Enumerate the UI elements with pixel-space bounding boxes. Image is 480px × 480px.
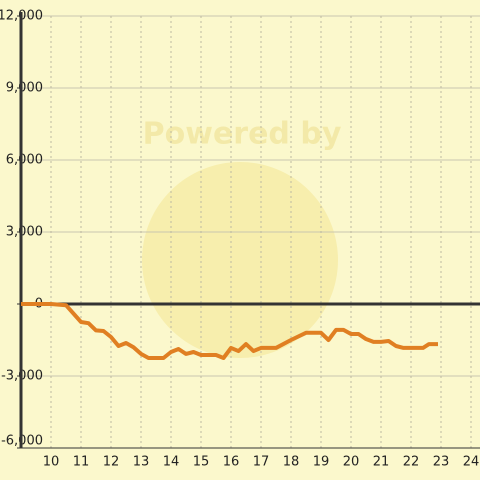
line bbox=[21, 302, 438, 360]
x-tick-label: 11 bbox=[73, 455, 90, 470]
x-tick-label: 23 bbox=[433, 455, 450, 470]
x-tick-label: 17 bbox=[253, 455, 270, 470]
y-tick-label: 6,000 bbox=[6, 153, 43, 168]
watermark: Powered by bbox=[143, 117, 342, 152]
x-tick-label: 15 bbox=[193, 455, 210, 470]
x-tick-label: 14 bbox=[163, 455, 180, 470]
x-tick-label: 18 bbox=[283, 455, 300, 470]
x-tick-label: 19 bbox=[313, 455, 330, 470]
watermark-logo bbox=[142, 162, 338, 358]
y-tick-label: 3,000 bbox=[6, 225, 43, 240]
x-tick-label: 21 bbox=[373, 455, 390, 470]
x-tick-label: 10 bbox=[43, 455, 60, 470]
y-tick-label: 9,000 bbox=[6, 81, 43, 96]
x-tick-label: 24 bbox=[463, 455, 480, 470]
x-tick-label: 22 bbox=[403, 455, 420, 470]
x-tick-label: 13 bbox=[133, 455, 150, 470]
x-tick-label: 12 bbox=[103, 455, 120, 470]
x-tick-label: 20 bbox=[343, 455, 360, 470]
x-tick-label: 16 bbox=[223, 455, 240, 470]
